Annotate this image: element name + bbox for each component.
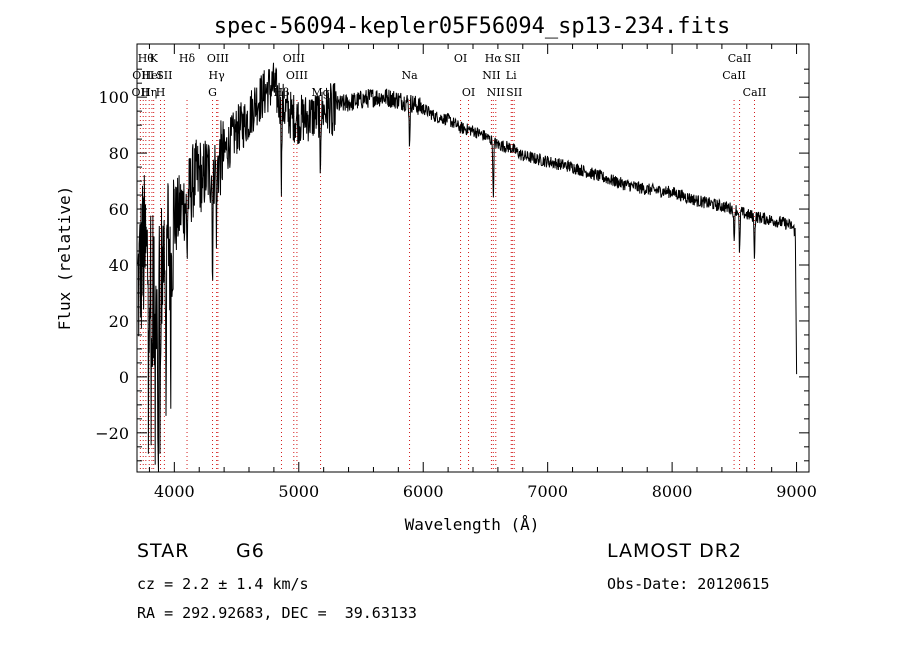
x-tick-label: 7000 bbox=[527, 482, 568, 501]
x-tick-label: 5000 bbox=[278, 482, 319, 501]
survey-name: LAMOST DR2 bbox=[607, 540, 742, 562]
chart-title: spec-56094-kepler05F56094_sp13-234.fits bbox=[214, 14, 731, 39]
line-marker-label: SII bbox=[156, 69, 172, 82]
line-marker-label: NII bbox=[487, 86, 505, 99]
x-tick-label: 9000 bbox=[776, 482, 817, 501]
line-marker-label: NII bbox=[482, 69, 500, 82]
x-axis: 4000 5000 6000 7000 8000 9000 bbox=[148, 44, 817, 501]
y-axis: −20 0 20 40 60 80 100 bbox=[95, 68, 809, 462]
y-tick-label: 60 bbox=[109, 200, 129, 219]
emission-line-markers bbox=[139, 100, 755, 472]
line-marker-label: CaII bbox=[743, 86, 767, 99]
line-marker-label: CaII bbox=[728, 52, 752, 65]
line-marker-label: SII bbox=[506, 86, 522, 99]
object-class: STAR bbox=[137, 540, 190, 562]
line-marker-label: Hθ bbox=[138, 52, 155, 65]
line-marker-label: Li bbox=[506, 69, 517, 82]
y-tick-label: 0 bbox=[119, 368, 129, 387]
line-marker-label: Na bbox=[401, 69, 418, 82]
x-tick-label: 8000 bbox=[652, 482, 693, 501]
line-marker-label: SII bbox=[504, 52, 520, 65]
line-marker-label: G bbox=[208, 86, 217, 99]
line-marker-label: OIII bbox=[286, 69, 308, 82]
line-marker-label: OIII bbox=[207, 52, 229, 65]
observation-date: Obs-Date: 20120615 bbox=[607, 575, 770, 593]
y-tick-label: 100 bbox=[98, 88, 129, 107]
line-marker-label: Hδ bbox=[179, 52, 196, 65]
y-tick-label: 40 bbox=[109, 256, 129, 275]
line-marker-label: OI bbox=[454, 52, 467, 65]
object-subclass: G6 bbox=[236, 540, 265, 562]
x-tick-label: 6000 bbox=[403, 482, 444, 501]
line-marker-label: OII bbox=[132, 86, 150, 99]
plot-frame bbox=[136, 43, 810, 473]
line-marker-label: Hα bbox=[485, 52, 503, 65]
line-marker-label: Hγ bbox=[209, 69, 226, 82]
line-marker-label: HeI bbox=[142, 69, 162, 82]
redshift-cz: cz = 2.2 ± 1.4 km/s bbox=[137, 575, 309, 593]
spectrum-line bbox=[137, 62, 798, 473]
line-marker-label: K bbox=[150, 52, 159, 65]
line-marker-label: Hη bbox=[141, 86, 157, 99]
line-marker-label: Mg bbox=[311, 86, 329, 99]
line-marker-label: H bbox=[156, 86, 166, 99]
x-tick-label: 4000 bbox=[154, 482, 195, 501]
line-marker-label: CaII bbox=[722, 69, 746, 82]
line-marker-label: OIII bbox=[132, 69, 154, 82]
line-marker-label: OI bbox=[462, 86, 475, 99]
y-axis-label: Flux (relative) bbox=[55, 186, 74, 331]
y-tick-label: 20 bbox=[109, 312, 129, 331]
x-axis-label: Wavelength (Å) bbox=[405, 515, 540, 534]
y-tick-label: 80 bbox=[109, 144, 129, 163]
coordinates: RA = 292.92683, DEC = 39.63133 bbox=[137, 604, 417, 622]
y-tick-label: −20 bbox=[95, 424, 129, 443]
line-marker-label: OIII bbox=[283, 52, 305, 65]
